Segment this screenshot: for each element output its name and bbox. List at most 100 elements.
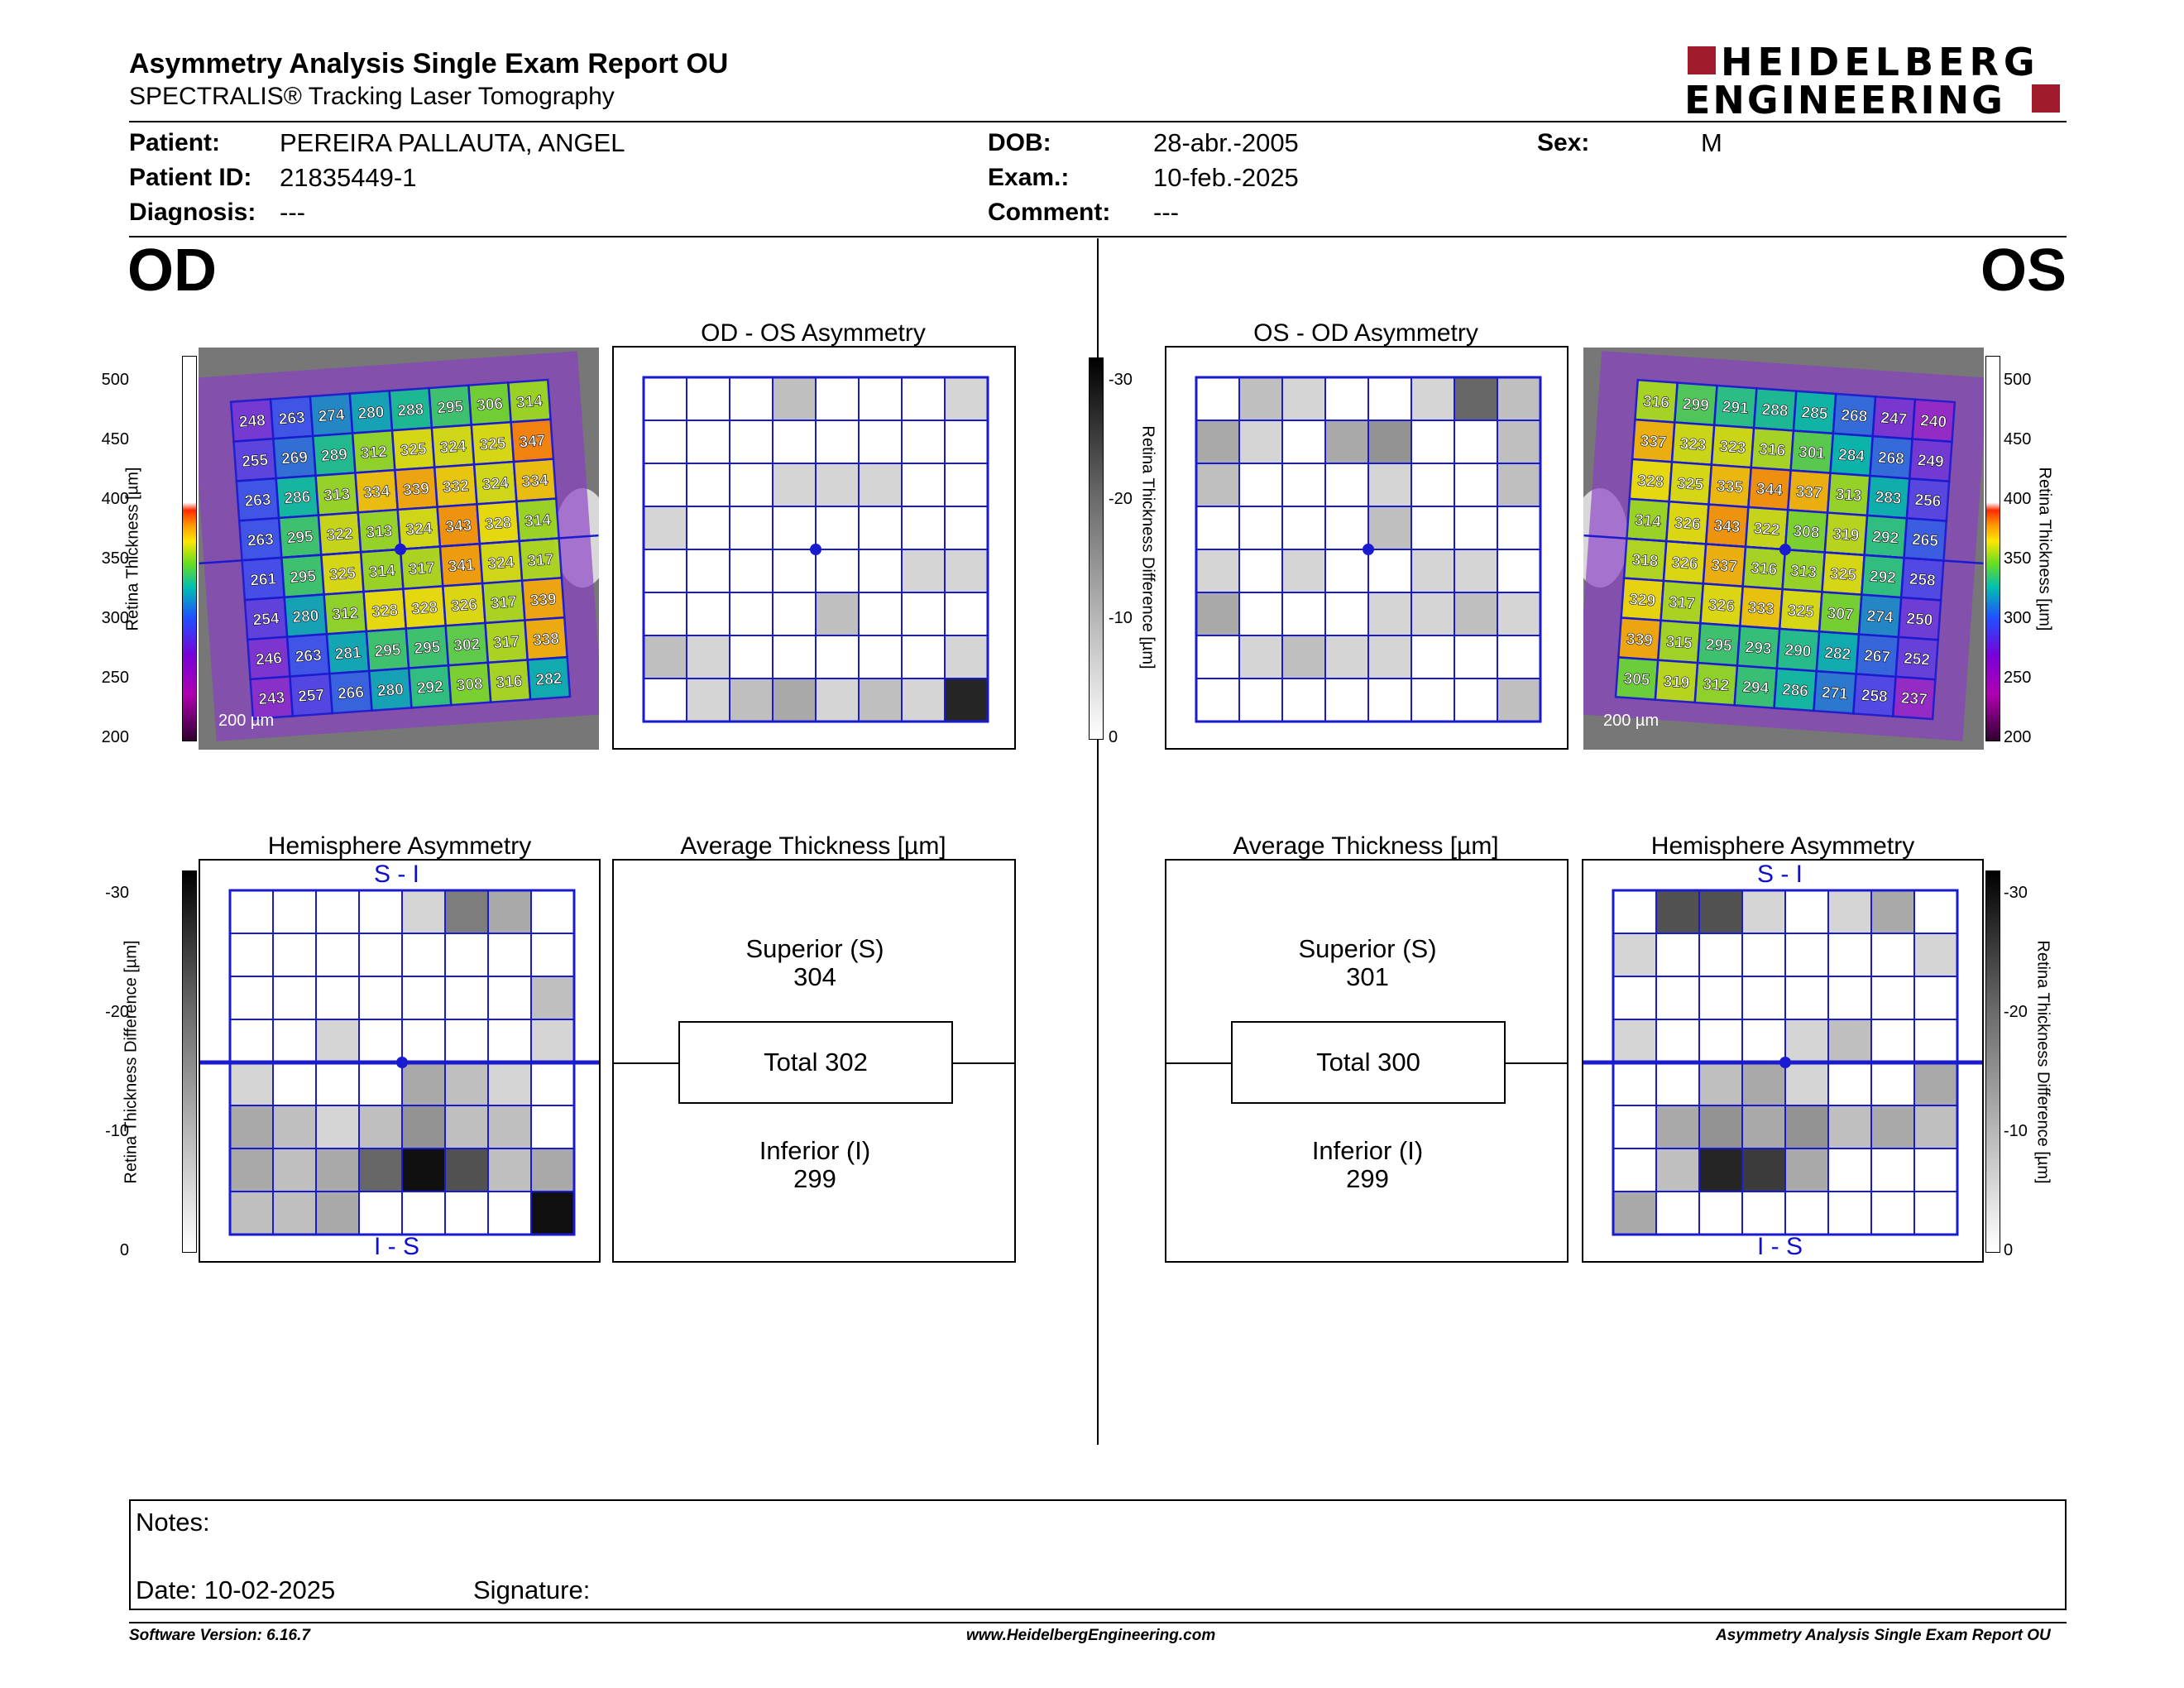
grid-cell — [1870, 1148, 1915, 1192]
fovea-marker — [1363, 544, 1374, 555]
grid-cell — [1324, 592, 1369, 636]
thickness-value: 328 — [1637, 472, 1664, 492]
thickness-value: 324 — [439, 438, 467, 457]
grid-cell — [1827, 1019, 1872, 1063]
asym-difference-axis-label: Retina Thickness Difference [µm] — [1138, 425, 1157, 669]
diagnosis-label: Diagnosis: — [129, 199, 256, 226]
thickness-value: 314 — [368, 562, 396, 581]
od-eye-label: OD — [127, 237, 217, 304]
grid-cell — [401, 890, 446, 934]
thickness-value: 317 — [493, 633, 520, 652]
grid-cell — [1870, 976, 1915, 1020]
od-avg-title: Average Thickness [µm] — [680, 832, 946, 860]
grid-cell — [272, 1062, 317, 1106]
grid-cell — [1410, 549, 1455, 593]
grid-cell — [358, 976, 403, 1020]
grid-cell — [643, 549, 687, 593]
thickness-value: 288 — [397, 401, 424, 420]
grid-cell — [1238, 376, 1283, 421]
grid-cell — [944, 592, 989, 636]
grid-cell — [444, 976, 489, 1020]
grid-cell — [858, 463, 903, 507]
grid-cell — [1238, 506, 1283, 550]
grid-cell — [530, 976, 575, 1020]
grid-cell — [358, 890, 403, 934]
thickness-value: 274 — [1866, 607, 1894, 626]
thickness-value: 258 — [1861, 687, 1888, 706]
scale-tick: 500 — [2004, 371, 2032, 389]
thickness-value: 295 — [437, 398, 465, 417]
scale-tick: 400 — [101, 490, 129, 508]
grid-cell — [1612, 933, 1657, 977]
grid-cell — [1741, 1019, 1786, 1063]
grid-cell — [1655, 1019, 1700, 1063]
od-superior-value: 304 — [793, 962, 836, 991]
grid-cell — [1655, 976, 1700, 1020]
grid-cell — [1367, 376, 1412, 421]
grid-cell — [772, 463, 817, 507]
os-hemi-title: Hemisphere Asymmetry — [1650, 832, 1915, 860]
grid-cell — [643, 635, 687, 679]
grid-cell — [272, 933, 317, 977]
os-eye-label: OS — [1980, 237, 2067, 304]
comment-label: Comment: — [988, 199, 1111, 226]
grid-cell — [1612, 1105, 1657, 1149]
grid-cell — [229, 1148, 274, 1192]
grid-cell — [1741, 1105, 1786, 1149]
grid-cell — [358, 1148, 403, 1192]
grid-cell — [729, 549, 774, 593]
thickness-value: 282 — [535, 670, 563, 689]
grid-cell — [1870, 1105, 1915, 1149]
grid-cell — [1410, 463, 1455, 507]
thickness-value: 308 — [456, 675, 483, 694]
grid-cell — [1195, 376, 1240, 421]
thickness-value: 280 — [292, 607, 319, 626]
grid-cell — [901, 549, 946, 593]
grid-cell — [858, 549, 903, 593]
grid-cell — [1784, 976, 1829, 1020]
thickness-value: 246 — [255, 650, 282, 669]
thickness-value: 266 — [338, 683, 365, 703]
thickness-value: 240 — [1920, 412, 1947, 431]
website-link[interactable]: www.HeidelbergEngineering.com — [966, 1627, 1216, 1644]
grid-cell — [1612, 890, 1657, 934]
grid-cell — [1870, 1191, 1915, 1235]
thickness-value: 274 — [318, 406, 346, 425]
grid-cell — [772, 678, 817, 722]
os-thickness-colorbar — [1985, 356, 2000, 741]
os-thickness-axis-label: Retina Thickness [µm] — [2035, 467, 2054, 631]
scale-tick: 500 — [101, 371, 129, 389]
os-total-box: Total 300 — [1231, 1021, 1506, 1104]
scale-tick: 0 — [1109, 728, 1118, 746]
fovea-marker — [810, 544, 821, 555]
grid-cell — [815, 506, 860, 550]
thickness-value: 325 — [479, 435, 507, 454]
scale-tick: 350 — [2004, 549, 2032, 568]
fovea-marker — [1779, 1057, 1791, 1068]
thickness-value: 313 — [323, 486, 351, 505]
od-hemi-title: Hemisphere Asymmetry — [267, 832, 532, 860]
grid-cell — [1410, 592, 1455, 636]
thickness-value: 314 — [524, 511, 553, 530]
scale-tick: -30 — [1109, 371, 1133, 389]
thickness-value: 325 — [328, 565, 357, 584]
grid-cell — [1913, 976, 1958, 1020]
thickness-value: 319 — [1832, 525, 1860, 544]
grid-cell — [1367, 506, 1412, 550]
thickness-value: 263 — [244, 492, 271, 511]
thickness-value: 328 — [371, 602, 399, 621]
thickness-value: 316 — [1642, 393, 1669, 412]
od-superior-label: Superior (S) — [745, 934, 884, 963]
grid-cell — [944, 678, 989, 722]
grid-cell — [1281, 420, 1326, 464]
thickness-value: 344 — [1755, 481, 1784, 500]
thickness-value: 237 — [1900, 689, 1928, 708]
thickness-value: 317 — [1669, 594, 1696, 613]
grid-cell — [229, 890, 274, 934]
scale-tick: 250 — [2004, 669, 2032, 687]
os-scale-bar: 200 µm — [1603, 712, 1660, 730]
thickness-value: 328 — [485, 514, 512, 533]
grid-cell — [1655, 1062, 1700, 1106]
os-total-label: Total 300 — [1316, 1048, 1420, 1077]
thickness-cell — [1891, 675, 1937, 721]
